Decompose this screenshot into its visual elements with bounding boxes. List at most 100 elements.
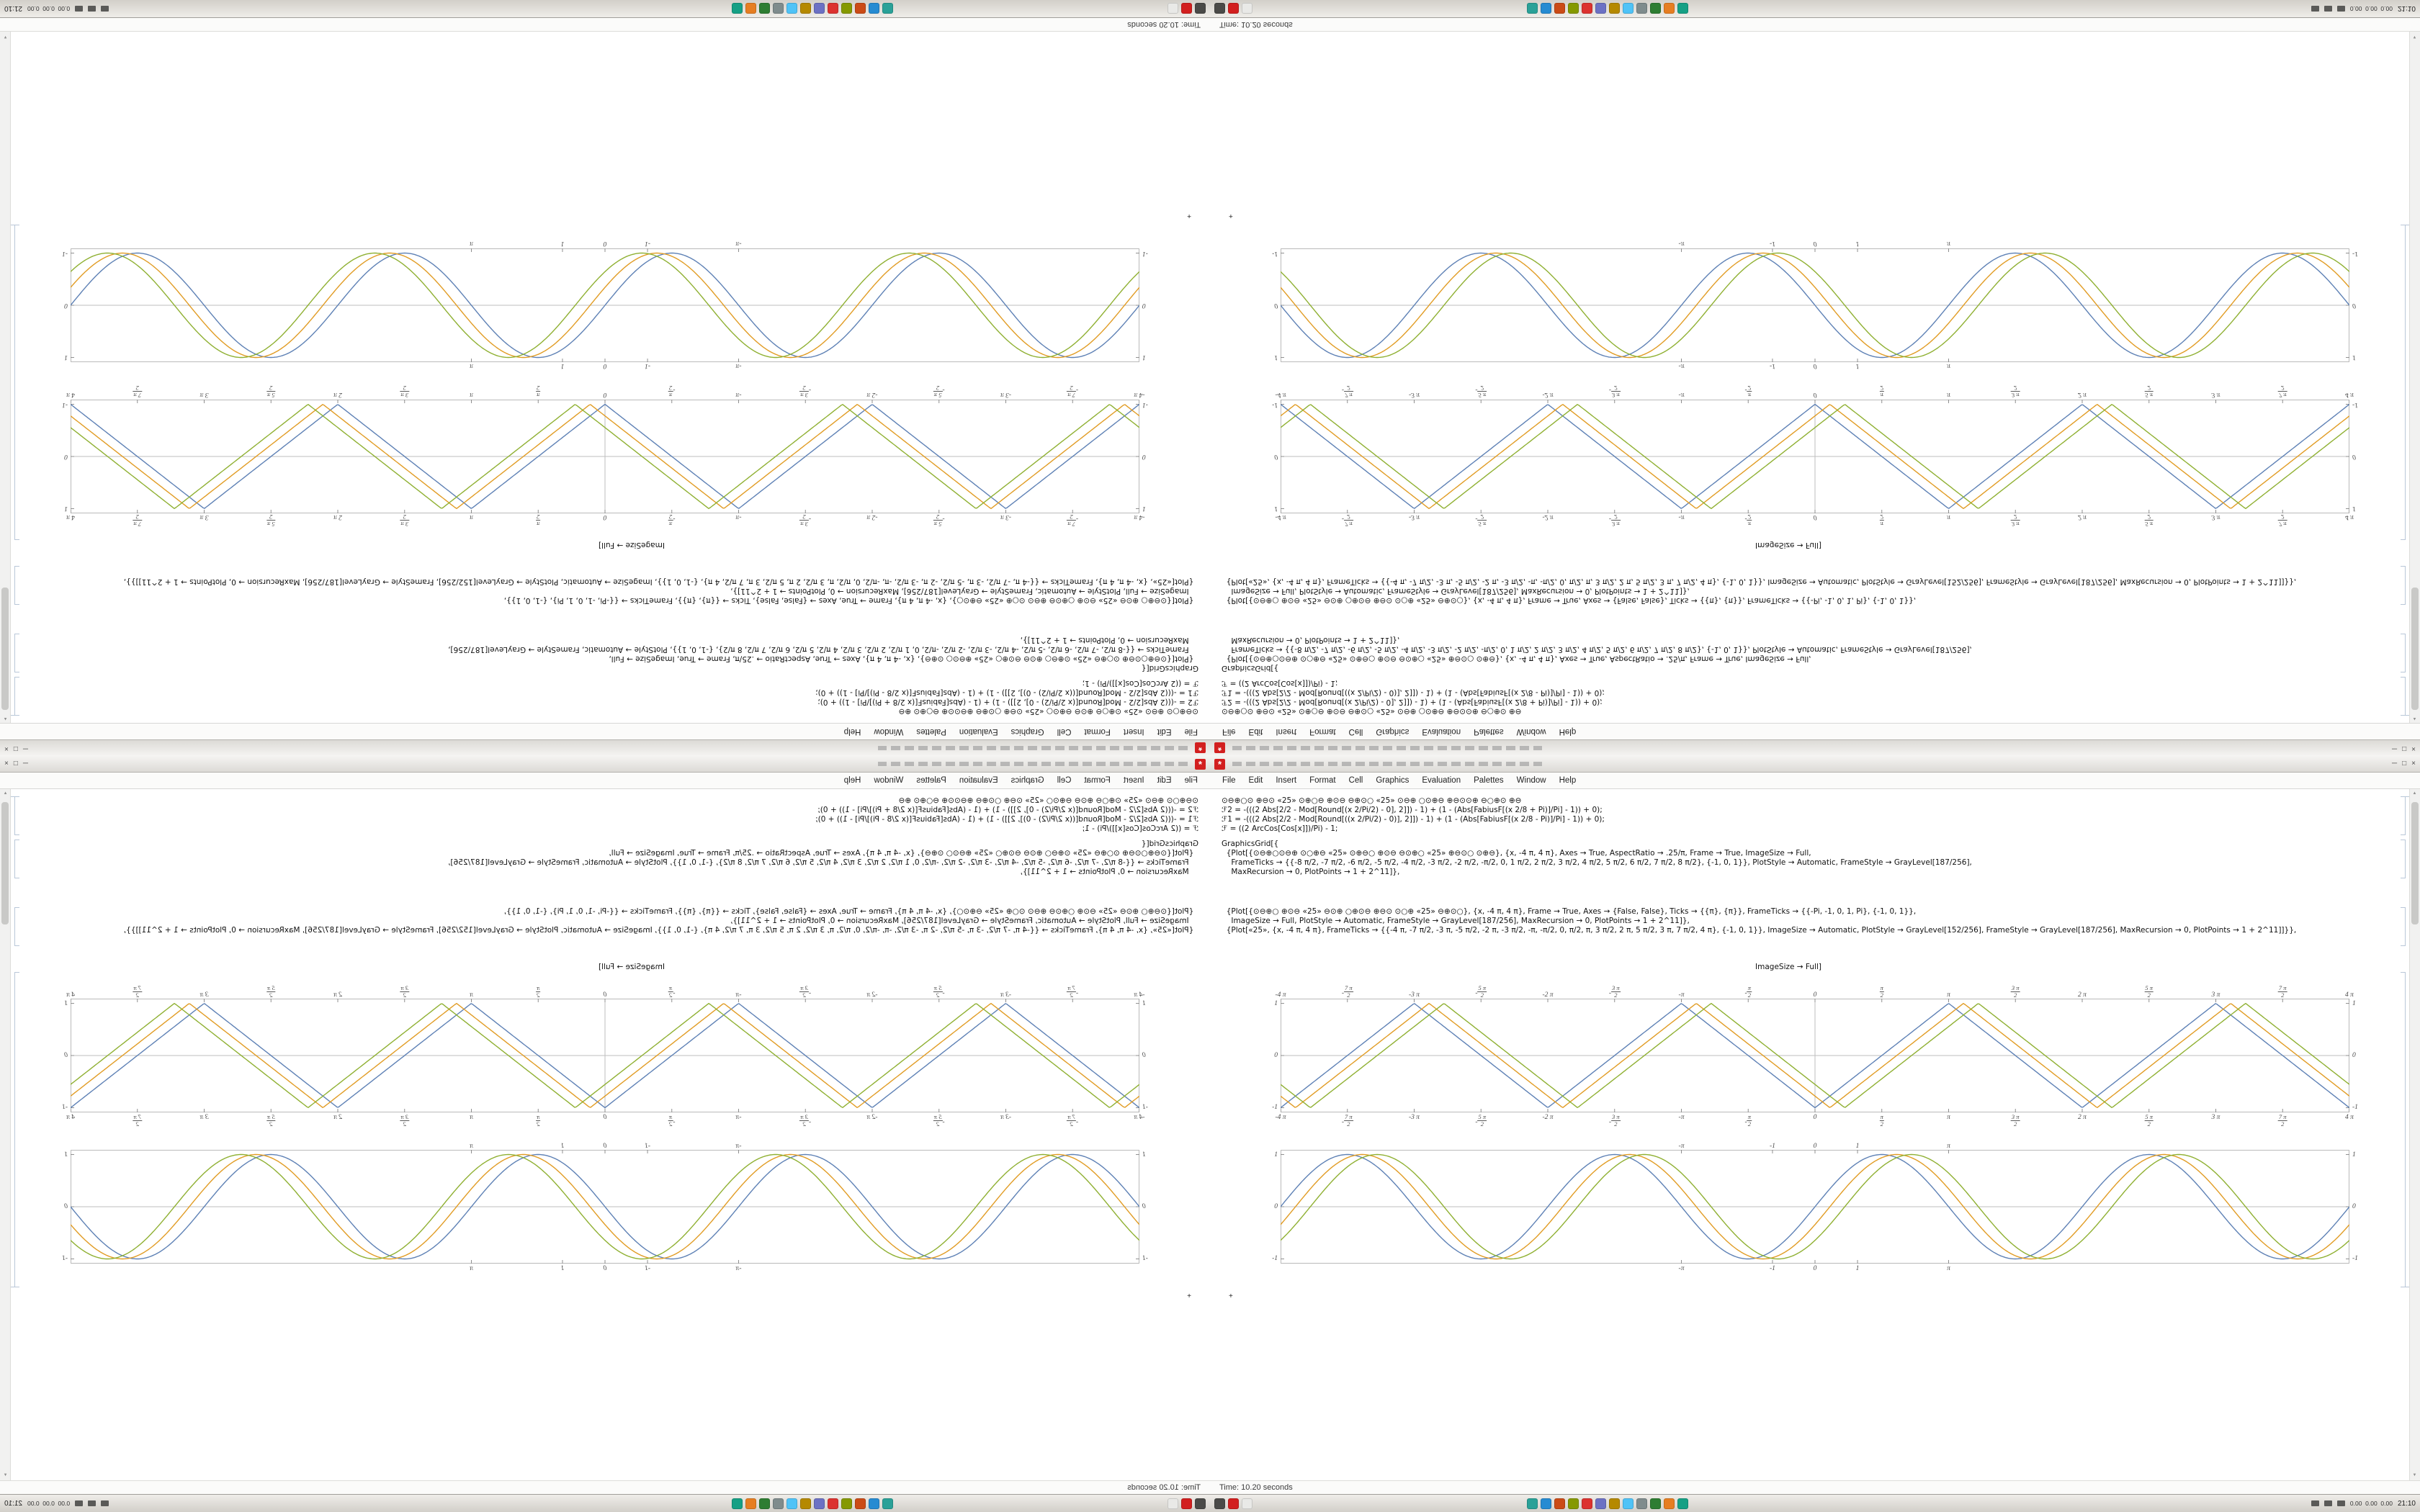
taskbar-app-icon[interactable]: [1609, 3, 1620, 14]
taskbar-app-icon[interactable]: [841, 1498, 852, 1509]
taskbar-app-icon[interactable]: [1677, 3, 1688, 14]
tray-indicator-icon[interactable]: [2311, 1500, 2319, 1506]
taskbar-app-icon[interactable]: [1623, 3, 1634, 14]
tray-indicator-icon[interactable]: [101, 6, 109, 12]
menu-item-cell[interactable]: Cell: [1348, 776, 1363, 785]
cell-bracket[interactable]: [14, 566, 19, 605]
code-cell[interactable]: ImageSize → Full]: [1222, 540, 2355, 549]
cell-bracket[interactable]: [14, 677, 19, 716]
menu-item-edit[interactable]: Edit: [1248, 727, 1263, 736]
menu-item-format[interactable]: Format: [1084, 776, 1111, 785]
menu-item-insert[interactable]: Insert: [1123, 727, 1144, 736]
taskbar-app-icon[interactable]: [745, 1498, 756, 1509]
menu-item-help[interactable]: Help: [1559, 776, 1577, 785]
taskbar-app-icon[interactable]: [855, 1498, 866, 1509]
taskbar-app-icon[interactable]: [1541, 1498, 1551, 1509]
scroll-down-arrow-icon[interactable]: ▼: [2412, 1473, 2417, 1477]
tray-indicator-icon[interactable]: [2323, 6, 2332, 12]
scroll-up-arrow-icon[interactable]: ▲: [3, 791, 8, 796]
cell-bracket[interactable]: [2401, 840, 2406, 878]
code-cell[interactable]: {Plot[{⊙⊖⊕○ ⊕⊙⊖ «25» ⊖⊙⊕ ○⊕⊙⊖ ⊕⊖⊙ ⊙○⊕ «2…: [65, 577, 1198, 605]
close-button[interactable]: ×: [2411, 744, 2416, 752]
code-cell[interactable]: ⊙⊖⊕○⊙ ⊕⊖⊙ «25» ⊙⊕○⊖ ⊕⊙⊖ ⊖⊕⊙○ «25» ⊙⊖⊕ ○⊙…: [1222, 678, 2355, 716]
scroll-up-arrow-icon[interactable]: ▲: [3, 716, 8, 721]
menu-item-file[interactable]: File: [1222, 776, 1236, 785]
scrollbar-thumb[interactable]: [1, 588, 9, 710]
menu-item-edit[interactable]: Edit: [1157, 776, 1172, 785]
code-cell[interactable]: GraphicsGrid[{ {Plot[{⊙⊖⊕○⊙⊖⊕ ⊙○⊕⊖ «25» …: [65, 635, 1198, 672]
notebook-content[interactable]: ⊙⊖⊕○⊙ ⊕⊖⊙ «25» ⊙⊕○⊖ ⊕⊙⊖ ⊖⊕⊙○ «25» ⊙⊖⊕ ○⊙…: [0, 32, 1210, 723]
menu-item-cell[interactable]: Cell: [1057, 776, 1072, 785]
code-cell[interactable]: {Plot[{⊙⊖⊕○ ⊕⊙⊖ «25» ⊖⊙⊕ ○⊕⊙⊖ ⊕⊖⊙ ⊙○⊕ «2…: [65, 907, 1198, 935]
scroll-up-arrow-icon[interactable]: ▲: [2412, 791, 2417, 796]
taskbar-app-icon[interactable]: [1677, 1498, 1688, 1509]
minimize-button[interactable]: ─: [2392, 760, 2398, 768]
taskbar-app-icon[interactable]: [1636, 1498, 1647, 1509]
close-button[interactable]: ×: [4, 760, 9, 768]
scrollbar-thumb[interactable]: [2411, 588, 2419, 710]
vertical-scrollbar[interactable]: ▲ ▼: [0, 32, 11, 723]
menu-item-palettes[interactable]: Palettes: [1474, 727, 1504, 736]
taskbar-app-icon[interactable]: [1554, 1498, 1565, 1509]
cell-bracket[interactable]: [14, 907, 19, 946]
taskbar-app-icon[interactable]: [759, 3, 770, 14]
taskbar-app-icon[interactable]: [732, 1498, 743, 1509]
mathematica-icon[interactable]: [1228, 3, 1239, 14]
taskbar-app-icon[interactable]: [800, 1498, 811, 1509]
file-manager-icon[interactable]: [1168, 3, 1178, 14]
tray-indicator-icon[interactable]: [2336, 6, 2345, 12]
cell-bracket[interactable]: [14, 634, 19, 672]
start-menu-icon[interactable]: [1195, 1498, 1206, 1509]
tray-indicator-icon[interactable]: [101, 1500, 109, 1506]
taskbar-app-icon[interactable]: [745, 3, 756, 14]
taskbar-app-icon[interactable]: [882, 1498, 893, 1509]
taskbar-app-icon[interactable]: [1650, 1498, 1661, 1509]
code-cell[interactable]: GraphicsGrid[{ {Plot[{⊙⊖⊕○⊙⊖⊕ ⊙○⊕⊖ «25» …: [65, 840, 1198, 877]
scroll-down-arrow-icon[interactable]: ▼: [3, 1473, 8, 1477]
cell-bracket[interactable]: [2401, 907, 2406, 946]
taskbar-app-icon[interactable]: [1527, 3, 1538, 14]
tray-indicator-icon[interactable]: [2311, 6, 2319, 12]
close-button[interactable]: ×: [2411, 760, 2416, 768]
cell-bracket[interactable]: [2401, 796, 2406, 835]
menu-item-evaluation[interactable]: Evaluation: [959, 727, 998, 736]
taskbar-app-icon[interactable]: [814, 1498, 825, 1509]
menu-item-palettes[interactable]: Palettes: [916, 776, 946, 785]
taskbar-app-icon[interactable]: [759, 1498, 770, 1509]
menu-item-window[interactable]: Window: [1516, 776, 1546, 785]
taskbar-app-icon[interactable]: [1664, 3, 1675, 14]
taskbar[interactable]: 0.00 0.00 0.00 21:10: [1210, 0, 2420, 18]
cell-bracket[interactable]: [2401, 634, 2406, 672]
menu-item-edit[interactable]: Edit: [1248, 776, 1263, 785]
start-menu-icon[interactable]: [1195, 3, 1206, 14]
cell-bracket[interactable]: [14, 225, 19, 540]
menu-item-file[interactable]: File: [1184, 776, 1198, 785]
menu-item-cell[interactable]: Cell: [1348, 727, 1363, 736]
scrollbar-thumb[interactable]: [1, 802, 9, 924]
taskbar[interactable]: 0.00 0.00 0.00 21:10: [1210, 1494, 2420, 1512]
taskbar-app-icon[interactable]: [1527, 1498, 1538, 1509]
cell-bracket[interactable]: [14, 840, 19, 878]
tray-indicator-icon[interactable]: [88, 1500, 97, 1506]
taskbar-app-icon[interactable]: [869, 1498, 879, 1509]
code-cell[interactable]: GraphicsGrid[{ {Plot[{⊙⊖⊕○⊙⊖⊕ ⊙○⊕⊖ «25» …: [1222, 840, 2355, 877]
minimize-button[interactable]: ─: [2392, 744, 2398, 752]
notebook-content[interactable]: ⊙⊖⊕○⊙ ⊕⊖⊙ «25» ⊙⊕○⊖ ⊕⊙⊖ ⊖⊕⊙○ «25» ⊙⊖⊕ ○⊙…: [0, 789, 1210, 1480]
code-cell[interactable]: ⊙⊖⊕○⊙ ⊕⊖⊙ «25» ⊙⊕○⊖ ⊕⊙⊖ ⊖⊕⊙○ «25» ⊙⊖⊕ ○⊙…: [1222, 796, 2355, 834]
taskbar-app-icon[interactable]: [732, 3, 743, 14]
cell-bracket[interactable]: [2401, 677, 2406, 716]
menu-item-edit[interactable]: Edit: [1157, 727, 1172, 736]
taskbar-app-icon[interactable]: [869, 3, 879, 14]
taskbar-app-icon[interactable]: [1609, 1498, 1620, 1509]
cell-bracket[interactable]: [2401, 566, 2406, 605]
vertical-scrollbar[interactable]: ▲ ▼: [2409, 32, 2420, 723]
notebook-content[interactable]: ⊙⊖⊕○⊙ ⊕⊖⊙ «25» ⊙⊕○⊖ ⊕⊙⊖ ⊖⊕⊙○ «25» ⊙⊖⊕ ○⊙…: [1210, 32, 2420, 723]
menu-item-insert[interactable]: Insert: [1123, 776, 1144, 785]
start-menu-icon[interactable]: [1214, 3, 1225, 14]
code-cell[interactable]: ImageSize → Full]: [1222, 963, 2355, 972]
menu-item-cell[interactable]: Cell: [1057, 727, 1072, 736]
menu-item-graphics[interactable]: Graphics: [1376, 776, 1410, 785]
cell-bracket[interactable]: [14, 796, 19, 835]
taskbar-app-icon[interactable]: [1568, 3, 1579, 14]
taskbar-app-icon[interactable]: [1595, 1498, 1606, 1509]
